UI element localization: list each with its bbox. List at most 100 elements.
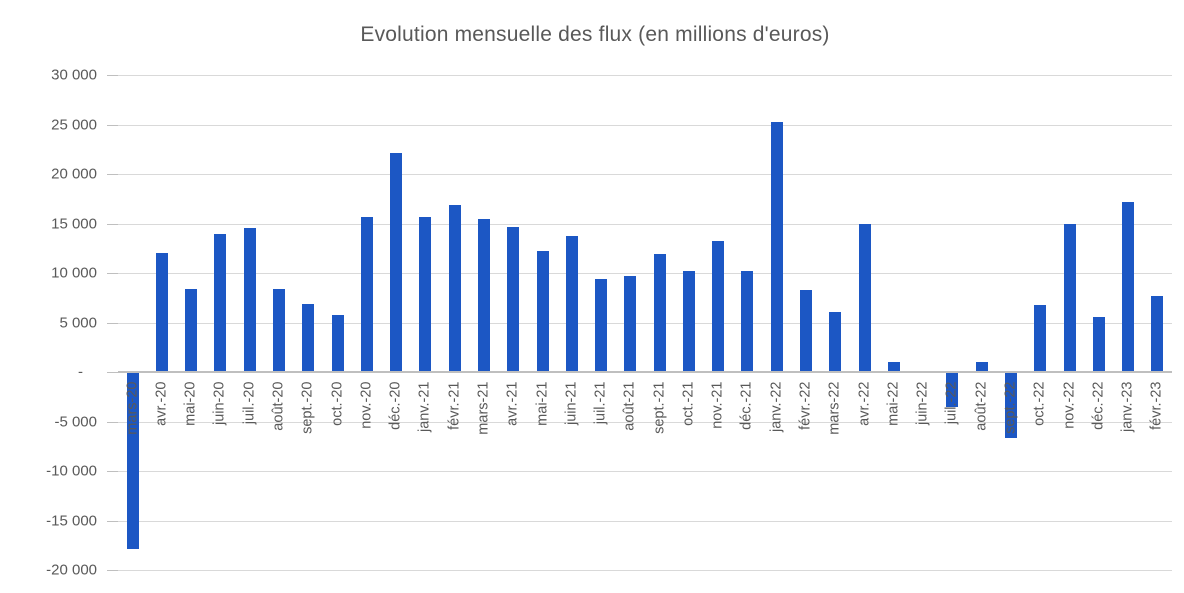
bar-août-22 <box>975 362 988 372</box>
y-axis-tick <box>107 322 118 324</box>
gridline <box>118 421 1172 423</box>
bar-avr.-20 <box>155 253 168 372</box>
bar-mars-21 <box>477 218 490 372</box>
bar-nov.-22 <box>1063 223 1076 372</box>
x-axis-label: janv.-23 <box>1119 381 1136 432</box>
bar-déc.-20 <box>390 153 403 372</box>
x-axis-label: avr.-20 <box>153 381 170 426</box>
x-axis-label: oct.-21 <box>680 381 697 426</box>
y-axis-label: -15 000 <box>46 512 97 529</box>
y-axis-tick <box>107 520 118 522</box>
y-axis-label: 5 000 <box>59 314 97 331</box>
x-axis-label: oct.-22 <box>1031 381 1048 426</box>
x-axis-label: oct.-20 <box>329 381 346 426</box>
x-axis-label: juin-20 <box>211 381 228 425</box>
bar-juin-21 <box>565 236 578 372</box>
x-axis-label: nov.-21 <box>709 381 726 429</box>
y-axis-tick <box>107 471 118 472</box>
y-axis-tick <box>107 124 118 126</box>
x-axis-label: nov.-20 <box>358 381 375 429</box>
bar-juil.-21 <box>595 278 608 372</box>
x-axis-label: août-22 <box>973 381 990 431</box>
bar-oct.-20 <box>331 314 344 372</box>
x-axis-label: juil.-21 <box>592 381 609 424</box>
y-axis-tick <box>107 223 118 225</box>
y-axis-label: -20 000 <box>46 561 97 579</box>
bar-nov.-20 <box>360 216 373 372</box>
bar-juil.-20 <box>243 228 256 372</box>
y-axis-tick <box>107 75 118 76</box>
x-axis-label: déc.-20 <box>387 381 404 430</box>
y-axis-tick <box>107 174 118 175</box>
x-axis-label: mai-20 <box>182 381 199 426</box>
gridline <box>118 273 1172 274</box>
y-axis-tick <box>107 372 118 373</box>
x-axis-label: nov.-22 <box>1061 381 1078 429</box>
x-axis-label: juin-22 <box>914 381 931 425</box>
bar-mai-22 <box>887 362 900 372</box>
y-axis-label: 25 000 <box>51 116 97 133</box>
bar-oct.-21 <box>682 271 695 372</box>
gridline <box>118 174 1172 175</box>
gridline <box>118 75 1172 76</box>
bar-nov.-21 <box>712 241 725 372</box>
x-axis-label: juil.-20 <box>241 381 258 424</box>
y-axis-label: -10 000 <box>46 462 97 480</box>
bar-mars-20 <box>126 372 139 550</box>
y-axis-label: -5 000 <box>54 413 97 430</box>
gridline <box>118 124 1172 126</box>
x-axis-label: mars-21 <box>475 381 492 435</box>
x-axis-label: mai-22 <box>885 381 902 426</box>
chart-title: Evolution mensuelle des flux (en million… <box>360 23 830 46</box>
gridline <box>118 322 1172 324</box>
x-axis-label: déc.-22 <box>1090 381 1107 430</box>
bar-janv.-22 <box>770 121 783 372</box>
gridline <box>118 520 1172 522</box>
x-axis-line <box>118 371 1172 373</box>
bar-sept.-21 <box>653 254 666 372</box>
bar-déc.-22 <box>1092 316 1105 372</box>
bar-mars-22 <box>829 311 842 372</box>
y-axis-label: - <box>78 363 83 381</box>
gridline <box>118 570 1172 571</box>
bar-août-20 <box>273 288 286 372</box>
bar-mai-20 <box>185 288 198 372</box>
x-axis-label: janv.-22 <box>768 381 785 432</box>
y-axis-label: 20 000 <box>51 165 97 183</box>
bar-déc.-21 <box>741 271 754 372</box>
x-axis-label: août-21 <box>621 381 638 431</box>
x-axis-label: févr.-22 <box>797 381 814 430</box>
y-axis-label: 30 000 <box>51 66 97 84</box>
x-axis-label: mars-22 <box>826 381 843 435</box>
x-axis-label: janv.-21 <box>416 381 433 432</box>
y-axis-tick <box>107 421 118 423</box>
bar-avr.-21 <box>507 227 520 372</box>
gridline <box>118 471 1172 472</box>
x-axis-label: avr.-21 <box>504 381 521 426</box>
x-axis-label: déc.-21 <box>738 381 755 430</box>
bar-sept.-20 <box>302 303 315 372</box>
x-axis-label: sept.-22 <box>1002 381 1019 434</box>
y-axis-label: 10 000 <box>51 264 97 282</box>
x-axis-label: févr.-23 <box>1148 381 1165 430</box>
y-axis-label: 15 000 <box>51 215 97 232</box>
bar-août-21 <box>624 275 637 372</box>
y-axis-tick <box>107 570 118 571</box>
gridline <box>118 223 1172 225</box>
x-axis-label: juil.-22 <box>943 381 960 424</box>
x-axis-label: mai-21 <box>534 381 551 426</box>
bar-oct.-22 <box>1034 304 1047 372</box>
bar-sept.-22 <box>1004 372 1017 439</box>
bar-févr.-23 <box>1151 295 1164 372</box>
bar-févr.-21 <box>448 204 461 372</box>
bar-janv.-21 <box>419 216 432 372</box>
bar-avr.-22 <box>858 223 871 372</box>
x-axis-label: août-20 <box>270 381 287 431</box>
x-axis-label: juin-21 <box>563 381 580 425</box>
bar-juil.-22 <box>946 372 959 407</box>
y-axis-tick <box>107 273 118 274</box>
x-axis-label: sept.-20 <box>299 381 316 434</box>
bar-mai-21 <box>536 251 549 372</box>
x-axis-label: sept.-21 <box>651 381 668 434</box>
